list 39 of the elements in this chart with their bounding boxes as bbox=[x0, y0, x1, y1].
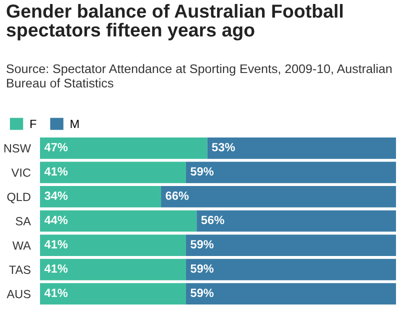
data-label: 66% bbox=[166, 192, 189, 200]
y-tick-label: AUS bbox=[6, 290, 30, 298]
data-label: 53% bbox=[212, 142, 235, 152]
data-label: 41% bbox=[44, 240, 68, 248]
data-label: 41% bbox=[44, 167, 68, 176]
bar bbox=[186, 258, 396, 280]
bar bbox=[186, 283, 396, 305]
bar bbox=[161, 186, 396, 208]
legend-label: M bbox=[70, 120, 79, 128]
data-label: 34% bbox=[44, 192, 68, 200]
y-tick-label: VIC bbox=[11, 168, 31, 177]
bar bbox=[186, 234, 396, 256]
data-label: 59% bbox=[190, 288, 214, 298]
chart-subtitle: Source: Spectator Attendance at Sporting Events, 2009-10, Australian Bureau of Statistics bbox=[6, 64, 392, 88]
data-label: 59% bbox=[190, 240, 214, 248]
chart-title: Gender balance of Australian Football spectators fifteen years ago bbox=[6, 4, 343, 40]
y-tick-label: QLD bbox=[7, 192, 30, 204]
y-tick-label: SA bbox=[16, 217, 31, 226]
bar bbox=[186, 162, 396, 184]
bar bbox=[40, 234, 186, 256]
bar bbox=[40, 283, 186, 305]
data-label: 59% bbox=[190, 167, 214, 176]
y-tick-label: WA bbox=[12, 241, 31, 250]
y-tick-label: TAS bbox=[9, 266, 30, 274]
bar bbox=[40, 186, 162, 208]
legend-label: F bbox=[30, 120, 36, 128]
data-label: 41% bbox=[44, 288, 68, 297]
data-label: 41% bbox=[44, 264, 68, 273]
y-tick-label: NSW bbox=[4, 144, 31, 153]
bar bbox=[196, 210, 396, 232]
data-label: 44% bbox=[44, 216, 68, 224]
bar bbox=[207, 137, 396, 159]
bar bbox=[40, 210, 197, 232]
bar bbox=[40, 258, 186, 280]
data-label: 47% bbox=[44, 142, 68, 152]
data-label: 59% bbox=[190, 264, 214, 273]
data-label: 56% bbox=[201, 216, 224, 224]
bar bbox=[40, 137, 208, 159]
bar bbox=[40, 162, 186, 184]
